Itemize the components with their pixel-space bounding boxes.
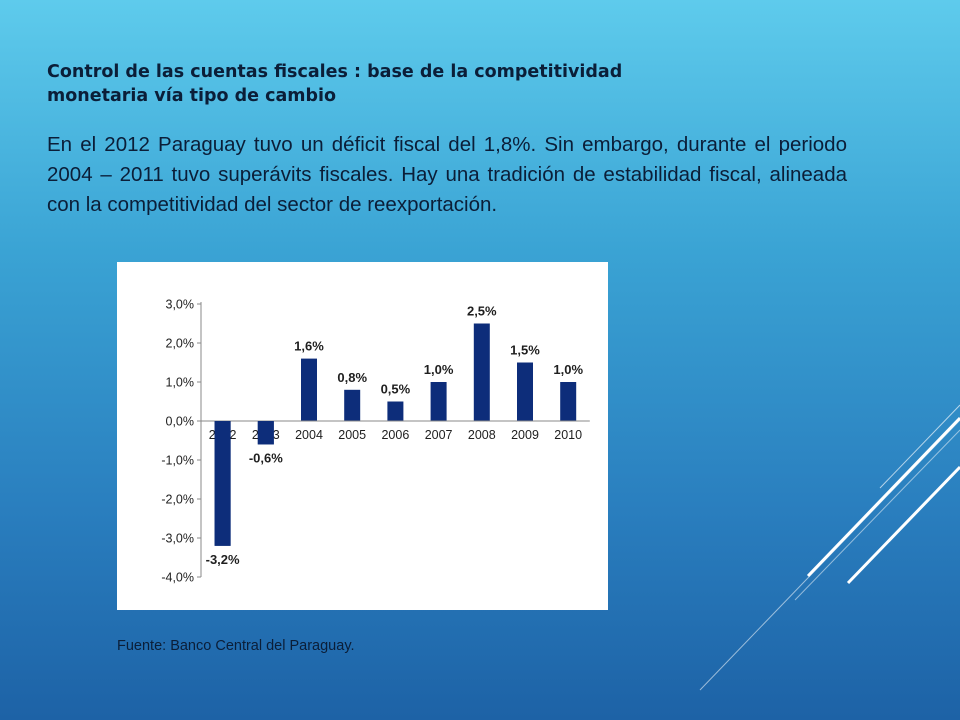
decor-line-1 <box>879 404 960 489</box>
data-label: 1,6% <box>294 339 324 354</box>
slide-title-line-2: monetaria vía tipo de cambio <box>47 86 337 106</box>
y-tick-label: 3,0% <box>166 298 195 312</box>
bar-2004 <box>301 358 317 421</box>
y-tick-label: 0,0% <box>166 415 195 429</box>
x-tick-label: 2004 <box>295 428 323 442</box>
bar-2009 <box>517 362 533 421</box>
data-label: 1,0% <box>424 362 454 377</box>
bar-overlay-2003 <box>257 421 274 445</box>
fiscal-balance-chart: 3,0%2,0%1,0%0,0%-1,0%-2,0%-3,0%-4,0%2002… <box>117 262 608 610</box>
y-tick-label: -1,0% <box>161 454 194 468</box>
y-tick-label: -3,0% <box>161 532 194 546</box>
bar-2008 <box>473 323 490 421</box>
slide-title-line-1: Control de las cuentas fiscales : base d… <box>47 62 623 82</box>
x-tick-label: 2010 <box>554 428 582 442</box>
x-tick-label: 2006 <box>381 428 409 442</box>
y-tick-label: -2,0% <box>161 493 194 507</box>
data-label: 0,5% <box>381 382 411 397</box>
chart-svg: 3,0%2,0%1,0%0,0%-1,0%-2,0%-3,0%-4,0%2002… <box>161 298 590 585</box>
data-label: 1,0% <box>553 362 583 377</box>
decor-line-2 <box>806 416 960 578</box>
bar-2010 <box>560 382 577 421</box>
x-tick-label: 2007 <box>425 428 453 442</box>
data-label: -0,6% <box>249 450 283 465</box>
y-tick-label: -4,0% <box>161 571 194 585</box>
data-label: -3,2% <box>206 552 240 567</box>
decor-line-4 <box>794 429 960 601</box>
decor-line-5 <box>699 419 960 691</box>
decor-line-3 <box>846 465 960 585</box>
data-label: 2,5% <box>467 304 497 319</box>
slide-body-text: En el 2012 Paraguay tuvo un déficit fisc… <box>47 133 847 216</box>
data-label: 0,8% <box>337 370 367 385</box>
x-tick-label: 2009 <box>511 428 539 442</box>
data-label: 1,5% <box>510 343 540 358</box>
y-tick-label: 2,0% <box>166 337 195 351</box>
source-note: Fuente: Banco Central del Paraguay. <box>117 638 355 654</box>
bar-2005 <box>344 389 361 421</box>
bar-overlay-2002 <box>214 421 231 546</box>
y-tick-label: 1,0% <box>166 376 195 390</box>
bar-2007 <box>430 382 447 421</box>
x-tick-label: 2005 <box>338 428 366 442</box>
slide-title: Control de las cuentas fiscales : base d… <box>47 60 847 108</box>
x-tick-label: 2008 <box>468 428 496 442</box>
bar-2006 <box>387 401 404 421</box>
